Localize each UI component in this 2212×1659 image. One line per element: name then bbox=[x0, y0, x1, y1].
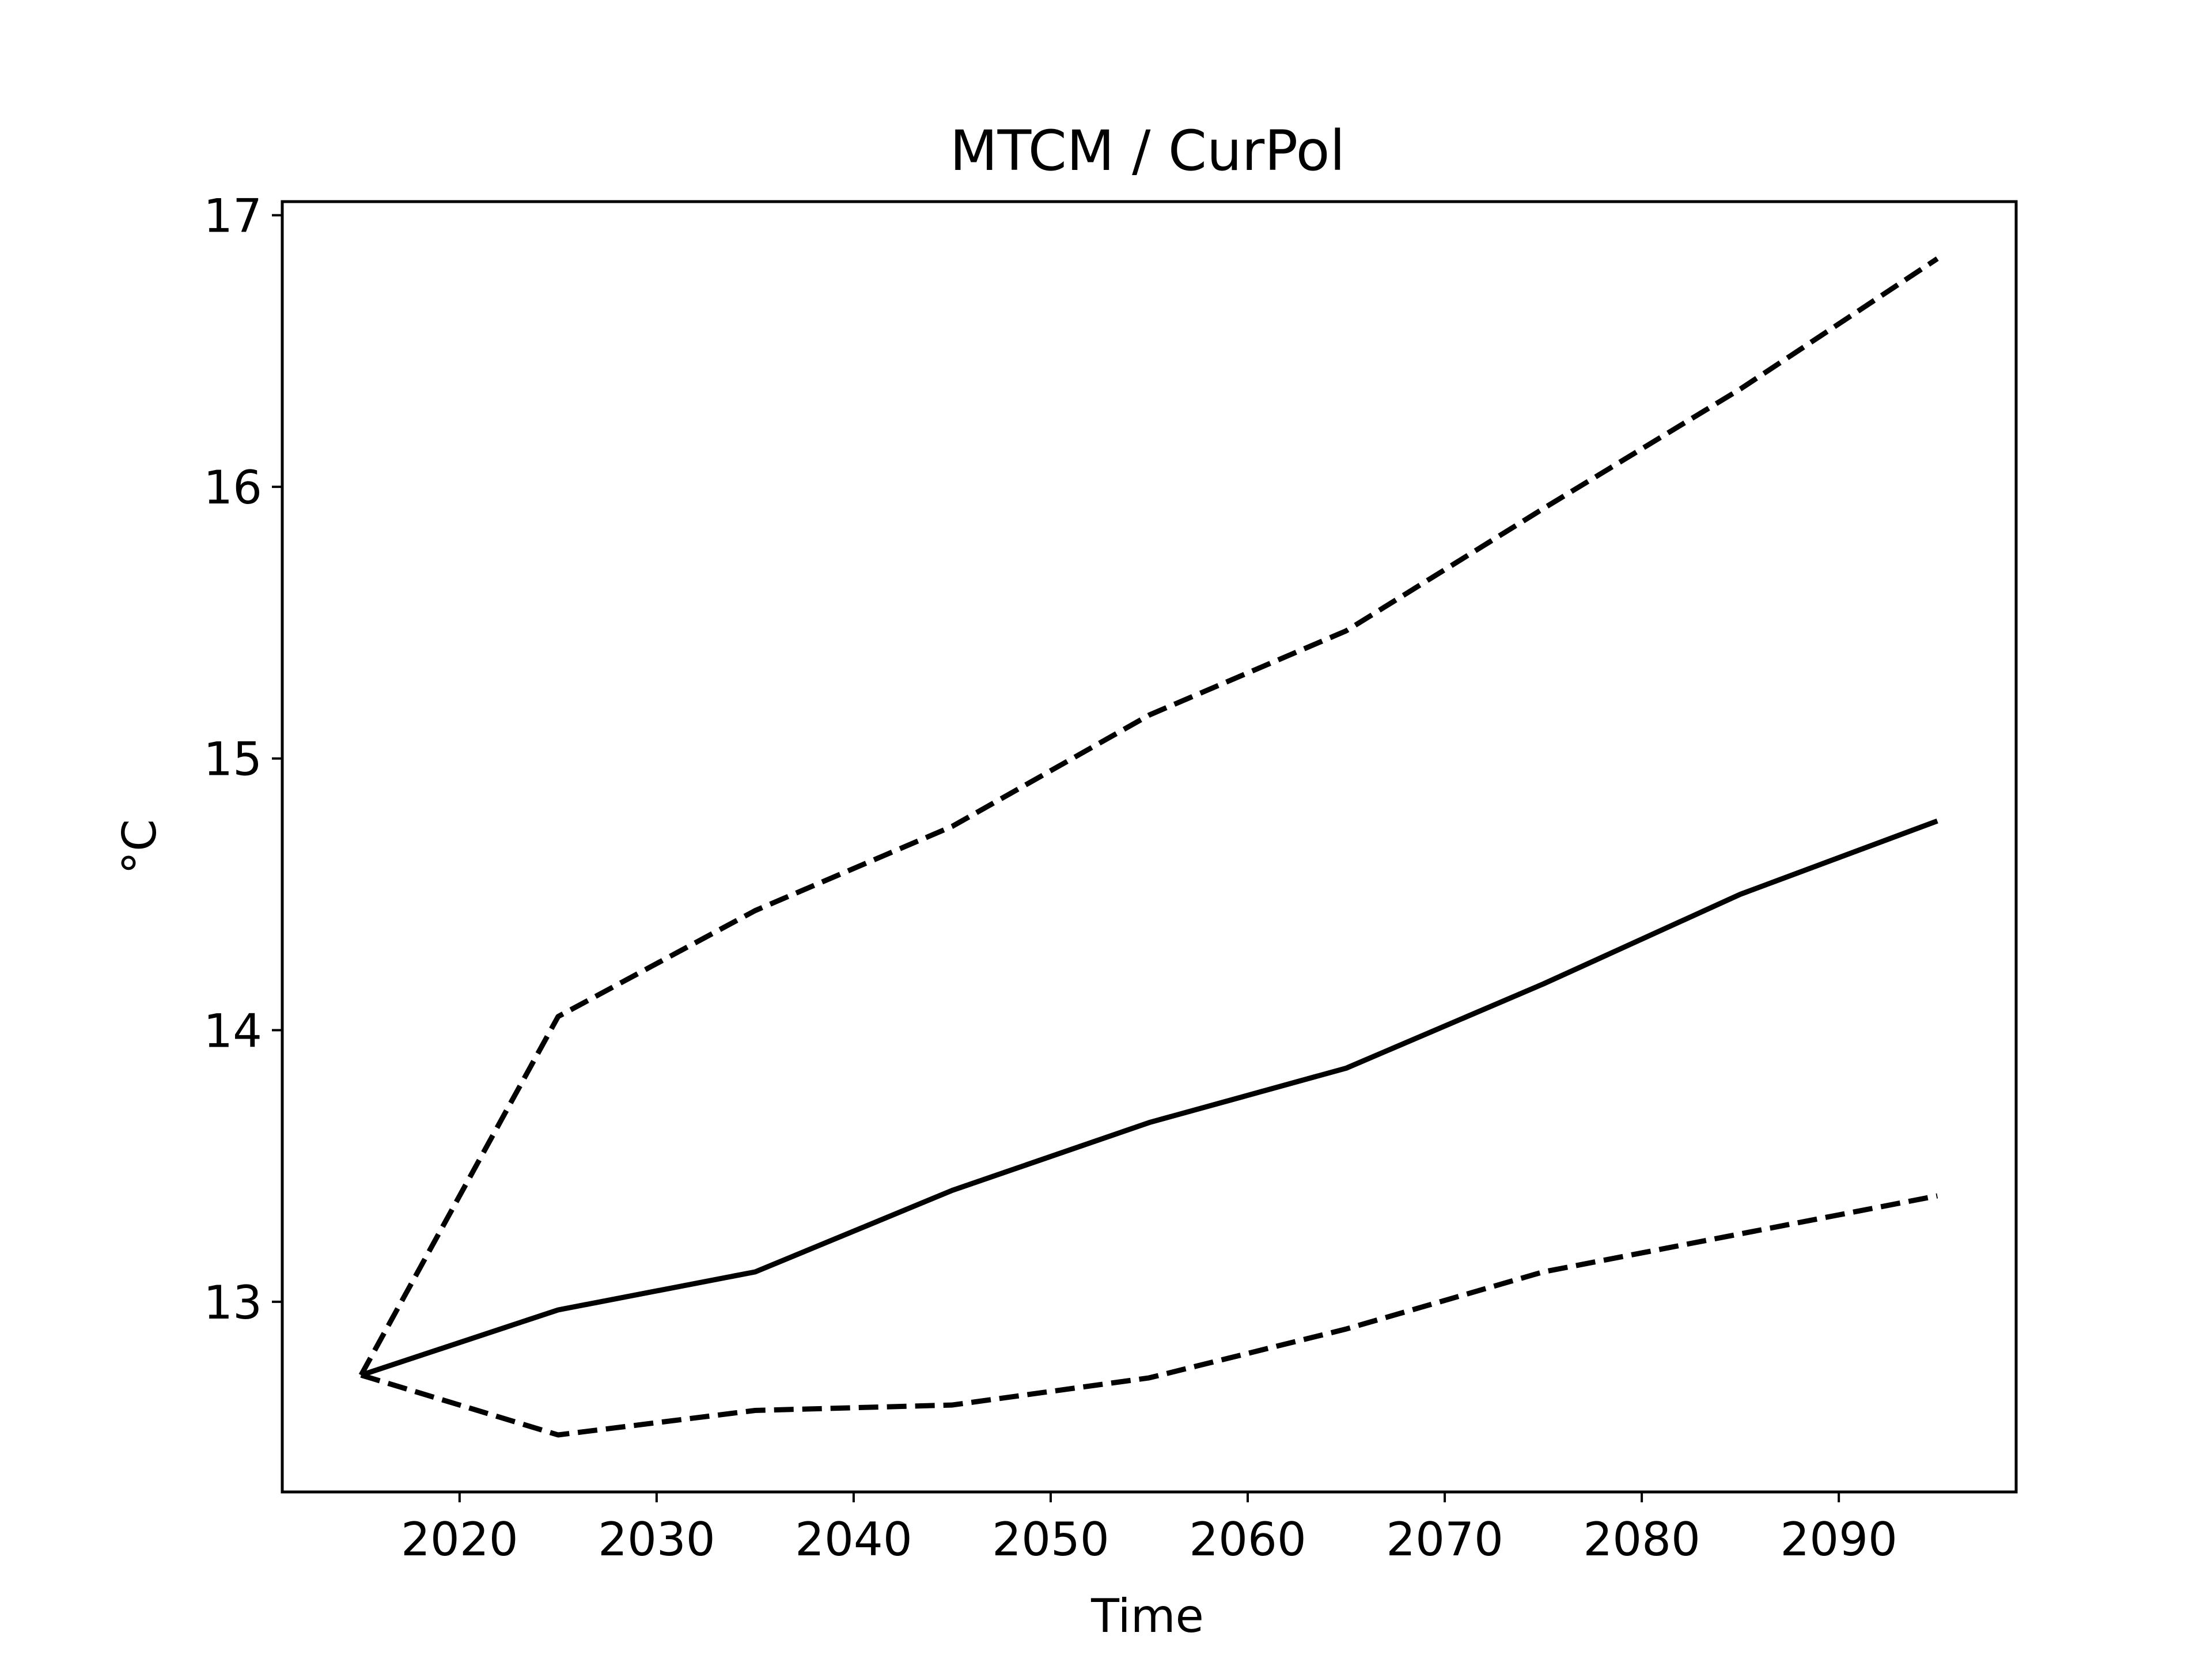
x-tick-label: 2060 bbox=[1189, 1513, 1306, 1566]
plot-frame bbox=[281, 200, 2018, 1494]
y-axis: 13 14 15 16 17 bbox=[203, 190, 282, 1330]
x-tick-label: 2020 bbox=[401, 1513, 518, 1566]
y-tick-label: 15 bbox=[203, 733, 262, 786]
y-tick-label: 13 bbox=[203, 1276, 262, 1330]
chart-title: MTCM / CurPol bbox=[950, 119, 1345, 183]
y-tick-label: 17 bbox=[203, 190, 262, 243]
plot-area: 2020 2030 2040 2050 2060 2070 2080 2090 1314151… bbox=[203, 190, 2018, 1566]
series-line-2 bbox=[360, 818, 1938, 1378]
y-axis-label: °C bbox=[113, 819, 166, 874]
series-line-3 bbox=[360, 1193, 1938, 1438]
y-tick-label: 14 bbox=[203, 1004, 262, 1058]
x-tick-label: 2070 bbox=[1386, 1513, 1503, 1566]
x-tick-label: 2050 bbox=[992, 1513, 1109, 1566]
y-tick-label: 16 bbox=[203, 461, 262, 514]
x-axis: 2020 2030 2040 2050 2060 2070 2080 2090 bbox=[401, 1492, 1897, 1566]
x-tick-label: 2040 bbox=[795, 1513, 912, 1566]
x-tick-label: 2090 bbox=[1780, 1513, 1897, 1566]
x-axis-label: Time bbox=[1090, 1589, 1204, 1643]
x-tick-label: 2080 bbox=[1583, 1513, 1700, 1566]
series-layer bbox=[358, 256, 1939, 1438]
series-line-1 bbox=[358, 256, 1939, 1377]
x-tick-label: 2030 bbox=[598, 1513, 715, 1566]
